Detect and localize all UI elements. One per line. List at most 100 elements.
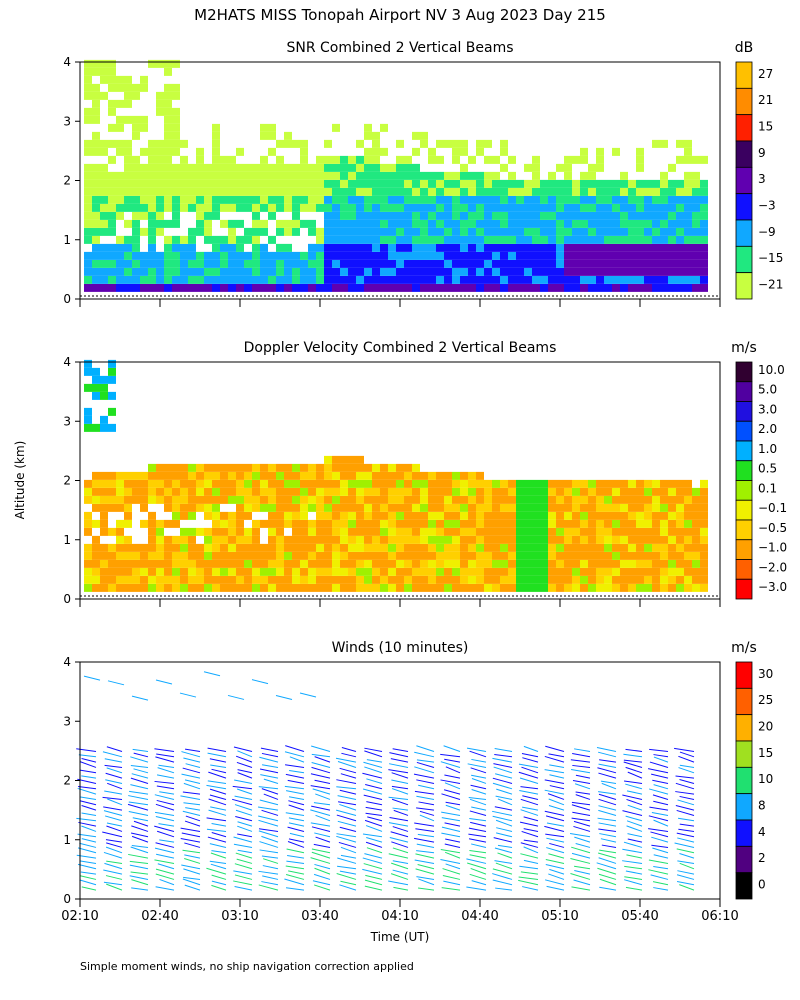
y-tick-label: 2 <box>63 774 71 788</box>
colorbar-units: m/s <box>731 340 757 356</box>
colorbar-swatch <box>735 140 753 168</box>
colorbar-swatch <box>735 480 753 501</box>
colorbar-swatch <box>735 872 753 900</box>
colorbar-label: −9 <box>758 225 776 239</box>
data-field <box>76 671 695 891</box>
colorbar-swatch <box>735 87 753 116</box>
data-field <box>84 59 708 292</box>
colorbar-swatch <box>735 460 753 481</box>
colorbar-label: 21 <box>758 93 773 107</box>
footnote: Simple moment winds, no ship navigation … <box>80 960 414 973</box>
colorbar-units: dB <box>735 40 754 56</box>
figure-title: M2HATS MISS Tonopah Airport NV 3 Aug 202… <box>194 6 606 24</box>
colorbar-swatch <box>735 766 753 795</box>
colorbar-label: 15 <box>758 119 773 133</box>
x-tick-label: 03:40 <box>301 909 338 924</box>
colorbar-swatch <box>735 793 753 821</box>
colorbar-swatch <box>735 381 753 402</box>
x-axis-label: Time (UT) <box>370 930 430 944</box>
colorbar-label: 0 <box>758 877 766 891</box>
colorbar-swatch <box>735 193 753 221</box>
colorbar-label: 3.0 <box>758 402 777 416</box>
panel-title: Doppler Velocity Combined 2 Vertical Bea… <box>244 340 557 356</box>
colorbar-label: 10 <box>758 772 773 786</box>
panel-2: Doppler Velocity Combined 2 Vertical Bea… <box>63 340 787 607</box>
colorbar-label: 25 <box>758 693 773 707</box>
y-tick-label: 2 <box>63 174 71 188</box>
colorbar-label: −2.0 <box>758 560 787 574</box>
y-tick-label: 1 <box>63 533 71 547</box>
colorbar-swatch <box>735 114 753 142</box>
y-tick-label: 0 <box>63 592 71 606</box>
colorbar-label: 0.5 <box>758 462 777 476</box>
y-tick-label: 2 <box>63 474 71 488</box>
colorbar-swatch <box>735 401 753 422</box>
colorbar-swatch <box>735 166 753 195</box>
y-tick-label: 4 <box>63 655 71 669</box>
y-tick-label: 0 <box>63 292 71 306</box>
x-tick-label: 04:40 <box>461 909 498 924</box>
colorbar-swatch <box>735 578 753 600</box>
colorbar-label: 2.0 <box>758 422 777 436</box>
colorbar-swatch <box>735 361 753 383</box>
colorbar-label: −21 <box>758 277 783 291</box>
panel-1: SNR Combined 2 Vertical Beams 0 1 2 3 4 dB 27 21… <box>63 40 783 307</box>
panel-title: Winds (10 minutes) <box>332 640 469 656</box>
colorbar-swatch <box>735 740 753 768</box>
x-tick-label: 05:40 <box>621 909 658 924</box>
colorbar-swatch <box>735 539 753 560</box>
colorbar-swatch <box>735 499 753 521</box>
colorbar-swatch <box>735 845 753 874</box>
colorbar-label: 30 <box>758 667 773 681</box>
x-tick-label: 03:10 <box>221 909 258 924</box>
colorbar-units: m/s <box>731 640 757 656</box>
colorbar-label: 8 <box>758 798 766 812</box>
colorbar-label: 1.0 <box>758 442 777 456</box>
y-tick-label: 3 <box>63 714 71 728</box>
y-tick-label: 1 <box>63 233 71 247</box>
x-tick-label: 06:10 <box>701 909 738 924</box>
colorbar-label: −1.0 <box>758 541 787 555</box>
y-tick-label: 4 <box>63 355 71 369</box>
colorbar-label: 0.1 <box>758 481 777 495</box>
colorbar-swatch <box>735 272 753 300</box>
colorbar-label: −3.0 <box>758 580 787 594</box>
colorbar-label: −3 <box>758 198 776 212</box>
panel-3: Winds (10 minutes)02:10 02:40 03:10 03:40 04… <box>61 640 773 924</box>
colorbar-swatch <box>735 714 753 742</box>
colorbar-label: −15 <box>758 251 783 265</box>
colorbar-label: 27 <box>758 67 773 81</box>
x-tick-label: 05:10 <box>541 909 578 924</box>
data-field <box>84 359 708 592</box>
plot-frame <box>79 661 721 900</box>
colorbar-swatch <box>735 687 753 716</box>
y-tick-label: 3 <box>63 414 71 428</box>
colorbar-swatch <box>735 519 753 541</box>
y-tick-label: 3 <box>63 114 71 128</box>
colorbar-label: −0.5 <box>758 521 787 535</box>
colorbar-label: 20 <box>758 719 773 733</box>
y-tick-label: 0 <box>63 892 71 906</box>
colorbar-label: 15 <box>758 746 773 760</box>
colorbar-label: 5.0 <box>758 383 777 397</box>
y-axis-label: Altitude (km) <box>13 441 27 520</box>
y-tick-label: 4 <box>63 55 71 69</box>
colorbar-swatch <box>735 420 753 442</box>
colorbar-label: 2 <box>758 851 766 865</box>
x-tick-label: 02:40 <box>141 909 178 924</box>
colorbar-swatch <box>735 245 753 274</box>
panel-title: SNR Combined 2 Vertical Beams <box>286 40 513 56</box>
colorbar-label: 3 <box>758 172 766 186</box>
colorbar-label: 9 <box>758 146 766 160</box>
colorbar-swatch <box>735 819 753 847</box>
colorbar-swatch <box>735 219 753 247</box>
colorbar-swatch <box>735 559 753 580</box>
colorbar-swatch <box>735 61 753 89</box>
colorbar-swatch <box>735 661 753 689</box>
x-tick-label: 04:10 <box>381 909 418 924</box>
colorbar-swatch <box>735 440 753 462</box>
colorbar-label: 4 <box>758 825 766 839</box>
colorbar-label: 10.0 <box>758 363 785 377</box>
y-tick-label: 1 <box>63 833 71 847</box>
